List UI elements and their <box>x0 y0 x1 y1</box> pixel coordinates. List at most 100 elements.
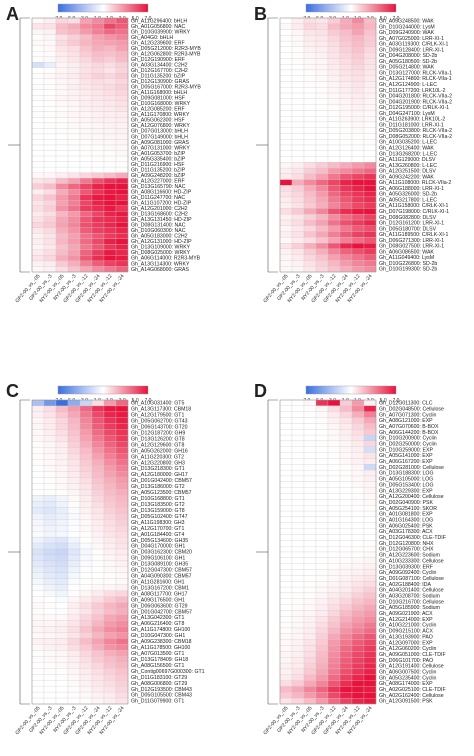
heatmap-cell <box>79 23 93 30</box>
heatmap-cell <box>327 156 341 163</box>
heatmap-cell <box>315 248 329 255</box>
heatmap-cell <box>55 650 69 657</box>
row-label: Gh_D12G046300: CLE-TDIF <box>379 535 446 541</box>
heatmap-cell <box>339 662 353 670</box>
heatmap-cell <box>115 144 129 151</box>
heatmap-cell <box>79 417 93 424</box>
heatmap-cell <box>279 622 293 629</box>
heatmap-cell <box>115 626 129 633</box>
row-label: Gh_A09G021900: ACX <box>379 611 433 617</box>
heatmap-cell <box>279 69 293 76</box>
heatmap-cell <box>303 680 317 687</box>
heatmap-cell <box>67 614 81 621</box>
row-label: Gh_A02G025100: CLE-TDIF <box>379 687 446 693</box>
heatmap-cell <box>327 692 341 699</box>
heatmap-cell <box>279 127 293 134</box>
heatmap-cell <box>291 156 305 163</box>
heatmap-cell <box>315 598 329 605</box>
heatmap-cell <box>351 516 365 523</box>
row-label: Gh_D13G183500: GT2 <box>131 502 185 508</box>
heatmap-cell <box>303 674 317 681</box>
heatmap-cell <box>91 17 105 24</box>
heatmap-cell <box>315 191 329 198</box>
heatmap-cell <box>55 56 69 63</box>
heatmap-cell <box>43 34 57 41</box>
heatmap-cell <box>339 604 353 611</box>
heatmap-cell <box>363 104 377 111</box>
row-label: Gh_D11G135200: bZIP <box>131 74 186 80</box>
heatmap-cell <box>55 608 69 615</box>
heatmap-cell <box>315 481 329 488</box>
heatmap-cell <box>79 411 93 419</box>
heatmap-cell <box>91 507 105 514</box>
heatmap-cell <box>91 211 105 217</box>
row-label: Gh_D05G134600: GH35 <box>131 538 188 544</box>
heatmap-cell <box>43 685 57 693</box>
heatmap-cell <box>291 243 305 250</box>
heatmap-cell <box>79 227 93 234</box>
heatmap-cell <box>115 620 129 627</box>
heatmap-cell <box>327 150 341 157</box>
row-label: Gh_D10G168000: WRKY <box>131 101 191 107</box>
heatmap-cell <box>291 35 305 42</box>
heatmap-cell <box>103 133 117 140</box>
heatmap-border <box>279 17 377 273</box>
heatmap-cell <box>303 133 317 140</box>
heatmap-cell <box>91 216 105 223</box>
heatmap-cell <box>339 202 353 209</box>
heatmap-cell <box>291 680 305 687</box>
heatmap-cell <box>55 122 69 129</box>
heatmap-cell <box>315 254 329 261</box>
heatmap-cell <box>279 104 293 111</box>
heatmap-cell <box>43 495 57 502</box>
heatmap-cell <box>103 489 117 496</box>
heatmap-cell <box>351 645 365 652</box>
heatmap-cell <box>79 513 93 520</box>
heatmap-cell <box>79 685 93 693</box>
heatmap-cell <box>103 513 117 520</box>
heatmap-cell <box>103 128 117 135</box>
row-label: Gh_A12G174800: RLCK-VIIa-1 <box>379 76 452 82</box>
heatmap-cell <box>115 222 129 228</box>
heatmap-cell <box>315 167 329 174</box>
heatmap-cell <box>55 554 69 562</box>
row-label: Gh_A05G248500: WAK <box>379 19 434 25</box>
heatmap-cell <box>115 39 129 46</box>
heatmap-cell <box>291 592 305 599</box>
heatmap-cell <box>43 189 57 195</box>
heatmap-cell <box>55 100 69 107</box>
heatmap-cell <box>315 87 329 94</box>
heatmap-cell <box>31 656 45 663</box>
heatmap-cell <box>363 668 377 675</box>
heatmap-cell <box>339 405 353 412</box>
heatmap-cell <box>79 150 93 157</box>
heatmap-cell <box>315 231 329 238</box>
heatmap-cell <box>303 87 317 94</box>
heatmap-cell <box>115 28 129 35</box>
heatmap-cell <box>55 513 69 520</box>
heatmap-cell <box>103 266 117 273</box>
heatmap-cell <box>351 17 365 24</box>
heatmap-cell <box>31 525 45 532</box>
heatmap-cell <box>91 51 105 57</box>
heatmap-cell <box>279 87 293 94</box>
heatmap-cell <box>43 608 57 615</box>
heatmap-cell <box>79 632 93 639</box>
row-label: Gh_A12G060200: Cyclin <box>379 646 437 652</box>
heatmap-cell <box>79 89 93 96</box>
heatmap-cell <box>115 459 129 466</box>
heatmap-cell <box>303 557 317 564</box>
heatmap-cell <box>363 248 377 255</box>
heatmap-cell <box>43 227 57 234</box>
heatmap-cell <box>55 51 69 57</box>
heatmap-cell <box>79 471 93 478</box>
heatmap-cell <box>315 668 329 675</box>
heatmap-cell <box>115 596 129 603</box>
heatmap-cell <box>103 178 117 184</box>
row-label: Gh_A08G174000: EXP <box>379 681 433 687</box>
heatmap-cell <box>43 194 57 201</box>
heatmap-cell <box>315 458 329 465</box>
heatmap-cell <box>315 586 329 594</box>
heatmap-cell <box>327 219 341 226</box>
heatmap-cell <box>115 238 129 245</box>
